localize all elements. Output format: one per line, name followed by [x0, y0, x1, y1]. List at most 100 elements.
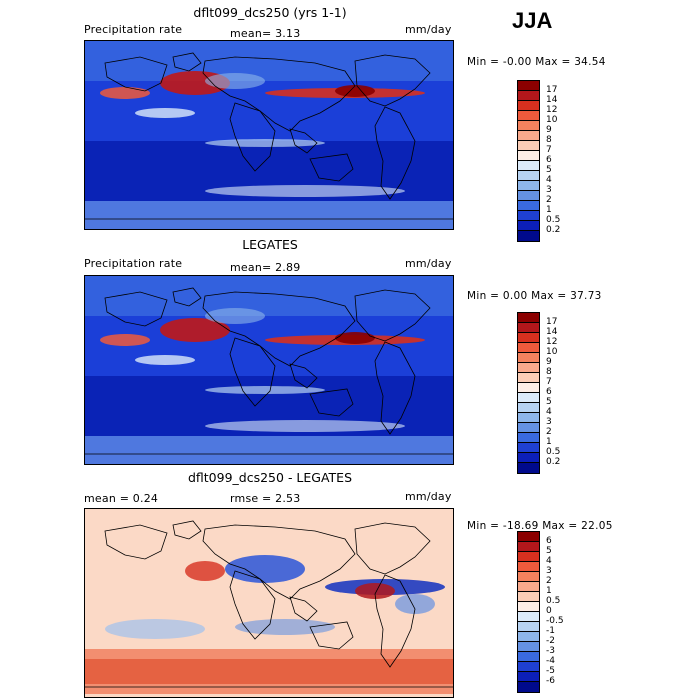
- colorbar-label: 0.5: [546, 215, 561, 225]
- colorbar-swatch: [518, 393, 539, 403]
- panel-1-units: mm/day: [405, 23, 452, 36]
- colorbar-label: 2: [546, 427, 552, 437]
- colorbar-swatch: [518, 602, 539, 612]
- colorbar-swatch: [518, 682, 539, 692]
- colorbar-swatch: [518, 343, 539, 353]
- colorbar-swatch: [518, 662, 539, 672]
- colorbar-label: -6: [546, 676, 555, 686]
- colorbar-label: 14: [546, 327, 558, 337]
- colorbar-label: 10: [546, 115, 558, 125]
- colorbar-swatch: [518, 333, 539, 343]
- colorbar-label: 1: [546, 205, 552, 215]
- colorbar-swatch: [518, 423, 539, 433]
- colorbar-swatch: [518, 221, 539, 231]
- season-label: JJA: [512, 8, 553, 33]
- colorbar-swatch: [518, 373, 539, 383]
- colorbar-label: 2: [546, 576, 552, 586]
- colorbar-label: 10: [546, 347, 558, 357]
- colorbar-swatch: [518, 652, 539, 662]
- colorbar-swatch: [518, 552, 539, 562]
- colorbar-label: 0: [546, 606, 552, 616]
- colorbar-swatch: [518, 383, 539, 393]
- colorbar-swatch: [518, 403, 539, 413]
- colorbar-swatch: [518, 231, 539, 241]
- colorbar-swatch: [518, 453, 539, 463]
- panel-1-title: dflt099_dcs250 (yrs 1-1): [193, 5, 347, 20]
- colorbar-label: 6: [546, 536, 552, 546]
- colorbar-label: 4: [546, 175, 552, 185]
- panel-2-title: LEGATES: [242, 237, 298, 252]
- colorbar-swatch: [518, 81, 539, 91]
- colorbar-swatch: [518, 463, 539, 473]
- panel-2-units: mm/day: [405, 257, 452, 270]
- colorbar-label: 1: [546, 437, 552, 447]
- colorbar-label: 7: [546, 145, 552, 155]
- panel-1-minmax: Min = -0.00 Max = 34.54: [467, 56, 606, 68]
- panel-1-mean: mean= 3.13: [230, 27, 301, 40]
- colorbar-label: 3: [546, 417, 552, 427]
- colorbar-swatch: [518, 323, 539, 333]
- colorbar-label: 6: [546, 155, 552, 165]
- colorbar-swatch: [518, 642, 539, 652]
- colorbar-label: 3: [546, 566, 552, 576]
- colorbar-swatch: [518, 91, 539, 101]
- colorbar-swatch: [518, 151, 539, 161]
- colorbar-label: 12: [546, 337, 558, 347]
- colorbar-swatch: [518, 181, 539, 191]
- colorbar-swatch: [518, 632, 539, 642]
- colorbar-label: 9: [546, 125, 552, 135]
- panel-1-colorbar: [517, 80, 540, 242]
- colorbar-label: 5: [546, 165, 552, 175]
- colorbar-label: 14: [546, 95, 558, 105]
- colorbar-swatch: [518, 612, 539, 622]
- colorbar-label: 7: [546, 377, 552, 387]
- panel-2-colorbar: [517, 312, 540, 474]
- colorbar-label: 17: [546, 317, 558, 327]
- colorbar-label: -0.5: [546, 616, 564, 626]
- colorbar-label: 8: [546, 367, 552, 377]
- colorbar-label: 3: [546, 185, 552, 195]
- colorbar-swatch: [518, 413, 539, 423]
- colorbar-swatch: [518, 141, 539, 151]
- colorbar-label: -3: [546, 646, 555, 656]
- colorbar-swatch: [518, 672, 539, 682]
- panel-3-mean: mean = 0.24: [84, 492, 159, 505]
- colorbar-label: 8: [546, 135, 552, 145]
- colorbar-label: -1: [546, 626, 555, 636]
- colorbar-label: 17: [546, 85, 558, 95]
- colorbar-swatch: [518, 532, 539, 542]
- colorbar-label: 0.2: [546, 457, 561, 467]
- panel-2-map: [84, 275, 454, 465]
- panel-2-mean: mean= 2.89: [230, 261, 301, 274]
- colorbar-label: 9: [546, 357, 552, 367]
- colorbar-swatch: [518, 161, 539, 171]
- colorbar-label: -2: [546, 636, 555, 646]
- colorbar-swatch: [518, 171, 539, 181]
- colorbar-swatch: [518, 353, 539, 363]
- panel-3-minmax: Min = -18.69 Max = 22.05: [467, 520, 613, 532]
- panel-3-colorbar: [517, 531, 540, 693]
- panel-3-map: [84, 508, 454, 698]
- colorbar-swatch: [518, 542, 539, 552]
- colorbar-swatch: [518, 582, 539, 592]
- colorbar-swatch: [518, 562, 539, 572]
- colorbar-label: 0.5: [546, 596, 561, 606]
- colorbar-label: -4: [546, 656, 555, 666]
- colorbar-swatch: [518, 101, 539, 111]
- colorbar-label: -5: [546, 666, 555, 676]
- colorbar-label: 4: [546, 556, 552, 566]
- colorbar-label: 2: [546, 195, 552, 205]
- colorbar-swatch: [518, 572, 539, 582]
- colorbar-swatch: [518, 211, 539, 221]
- panel-1-variable-label: Precipitation rate: [84, 23, 183, 36]
- panel-3-rmse: rmse = 2.53: [230, 492, 301, 505]
- colorbar-label: 0.2: [546, 225, 561, 235]
- colorbar-swatch: [518, 201, 539, 211]
- panel-3-units: mm/day: [405, 490, 452, 503]
- panel-1-map: [84, 40, 454, 230]
- colorbar-label: 5: [546, 546, 552, 556]
- colorbar-swatch: [518, 131, 539, 141]
- colorbar-swatch: [518, 363, 539, 373]
- colorbar-label: 5: [546, 397, 552, 407]
- colorbar-label: 4: [546, 407, 552, 417]
